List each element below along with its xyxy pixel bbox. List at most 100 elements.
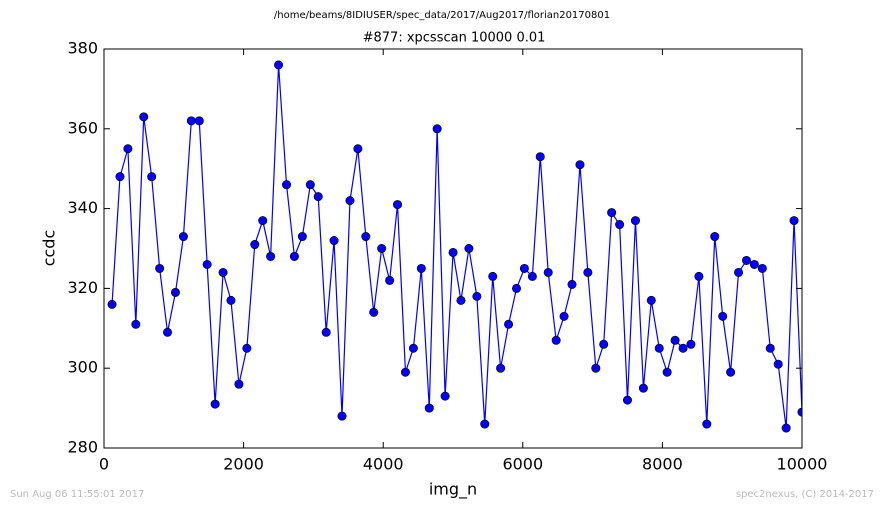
data-point	[551, 335, 561, 345]
data-point	[377, 244, 387, 254]
data-point	[266, 251, 276, 261]
data-point	[218, 267, 228, 277]
data-point	[337, 411, 347, 421]
x-tick-label: 4000	[363, 455, 404, 474]
y-tick-label: 320	[67, 278, 98, 297]
data-point	[289, 251, 299, 261]
data-point	[297, 232, 307, 242]
chart-title: #877: xpcsscan 10000 0.01	[363, 31, 546, 46]
data-point	[464, 244, 474, 254]
x-tick-label: 10000	[777, 455, 828, 474]
data-point	[615, 220, 625, 230]
data-point	[353, 144, 363, 154]
data-point	[535, 152, 545, 162]
data-point	[519, 263, 529, 273]
data-point	[139, 112, 149, 122]
data-point	[163, 327, 173, 337]
data-point	[369, 307, 379, 317]
data-point	[226, 295, 236, 305]
data-point	[583, 267, 593, 277]
data-point	[123, 144, 133, 154]
data-point	[559, 311, 569, 321]
data-point	[424, 403, 434, 413]
data-point	[591, 363, 601, 373]
data-point	[250, 240, 260, 250]
data-point	[448, 247, 458, 257]
data-point	[305, 180, 315, 190]
data-point	[393, 200, 403, 210]
data-point	[440, 391, 450, 401]
data-point	[504, 319, 514, 329]
data-point	[749, 259, 759, 269]
x-tick-label: 0	[99, 455, 109, 474]
axes-frame	[103, 48, 803, 449]
y-tick-label: 300	[67, 358, 98, 377]
data-point	[155, 263, 165, 273]
data-point	[789, 216, 799, 226]
data-point	[400, 367, 410, 377]
data-point	[527, 271, 537, 281]
data-point	[710, 232, 720, 242]
data-point	[456, 295, 466, 305]
data-point	[178, 232, 188, 242]
data-point	[472, 291, 482, 301]
data-point	[131, 319, 141, 329]
data-point	[686, 339, 696, 349]
data-point	[282, 180, 292, 190]
data-point	[416, 263, 426, 273]
data-point	[694, 271, 704, 281]
data-point	[638, 383, 648, 393]
data-point	[194, 116, 204, 126]
data-point	[170, 287, 180, 297]
data-point	[607, 208, 617, 218]
data-point	[662, 367, 672, 377]
data-point	[313, 192, 323, 202]
footer-left: Sun Aug 06 11:55:01 2017	[10, 489, 144, 500]
data-point	[202, 259, 212, 269]
data-point	[630, 216, 640, 226]
data-point	[773, 359, 783, 369]
data-point	[512, 283, 522, 293]
data-point	[361, 232, 371, 242]
footer-right: spec2nexus, (C) 2014-2017	[736, 489, 874, 500]
data-point	[488, 271, 498, 281]
data-point	[765, 343, 775, 353]
y-tick-label: 340	[67, 198, 98, 217]
x-axis-label: img_n	[429, 480, 477, 500]
plot-area	[107, 60, 802, 433]
data-point	[654, 343, 664, 353]
data-point	[329, 236, 339, 246]
data-point	[115, 172, 125, 182]
data-point	[210, 399, 220, 409]
data-point	[107, 299, 117, 309]
data-point	[622, 395, 632, 405]
data-point	[480, 419, 490, 429]
data-point	[242, 343, 252, 353]
y-tick-label: 360	[67, 118, 98, 137]
data-point	[599, 339, 609, 349]
data-point	[734, 267, 744, 277]
data-point	[742, 255, 752, 265]
data-point	[702, 419, 712, 429]
data-point	[646, 295, 656, 305]
data-point	[496, 363, 506, 373]
x-tick-label: 6000	[502, 455, 543, 474]
x-tick-label: 8000	[642, 455, 683, 474]
data-point	[385, 275, 395, 285]
x-tick-label: 2000	[223, 455, 264, 474]
data-point	[147, 172, 157, 182]
y-tick-label: 280	[67, 438, 98, 457]
data-point	[234, 379, 244, 389]
data-point	[757, 263, 767, 273]
data-point	[575, 160, 585, 170]
data-point	[186, 116, 196, 126]
data-point	[258, 216, 268, 226]
data-point	[274, 60, 284, 70]
y-axis-label: ccdc	[40, 230, 59, 267]
data-point	[567, 279, 577, 289]
data-point	[408, 343, 418, 353]
data-point	[718, 311, 728, 321]
data-point	[670, 335, 680, 345]
